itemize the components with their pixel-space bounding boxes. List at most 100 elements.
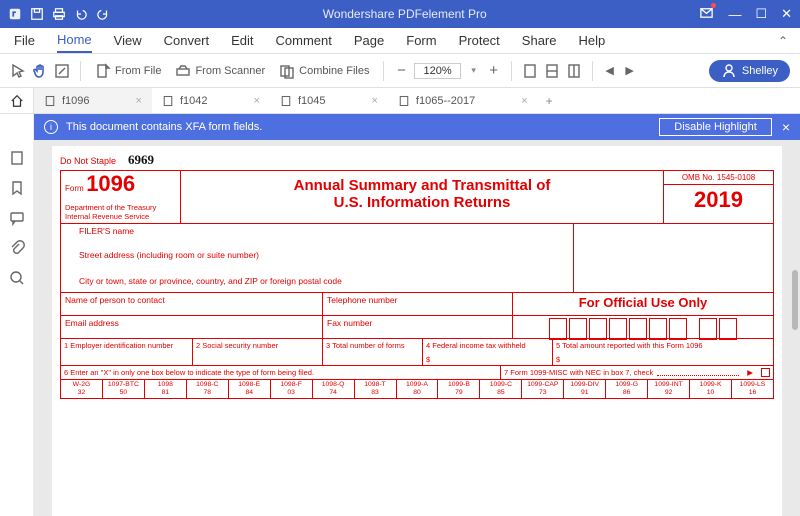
box-6-label: 6 Enter an "X" in only one box below to … bbox=[61, 366, 501, 379]
close-button[interactable]: ✕ bbox=[781, 6, 792, 22]
minimize-button[interactable]: — bbox=[728, 7, 741, 22]
attachments-icon[interactable] bbox=[9, 240, 25, 256]
menu-bar: File Home View Convert Edit Comment Page… bbox=[0, 28, 800, 54]
box-2-label: 2 Social security number bbox=[193, 339, 323, 365]
collapse-ribbon-icon[interactable]: ⌃ bbox=[778, 34, 788, 48]
phone-label: Telephone number bbox=[323, 293, 513, 315]
form-codes-row: W-2G321097-BTC501098811098-C781098-E8410… bbox=[61, 380, 773, 398]
street-label: Street address (including room or suite … bbox=[79, 250, 563, 260]
omb-number: OMB No. 1545-0108 bbox=[664, 171, 773, 185]
menu-share[interactable]: Share bbox=[522, 29, 557, 52]
form-1096-page: Do Not Staple6969 Form 1096 Department o… bbox=[52, 146, 782, 516]
user-pill[interactable]: Shelley bbox=[709, 60, 790, 82]
official-use-label: For Official Use Only bbox=[513, 293, 773, 310]
form-code-cell: 1098-F03 bbox=[271, 380, 313, 398]
print-icon[interactable] bbox=[52, 7, 66, 21]
quick-access bbox=[8, 7, 110, 21]
maximize-button[interactable]: ☐ bbox=[755, 6, 767, 22]
close-tab-icon[interactable]: × bbox=[254, 95, 260, 107]
prev-arrow-icon[interactable]: ◀ bbox=[603, 64, 617, 77]
menu-home[interactable]: Home bbox=[57, 28, 92, 53]
form-code-cell: 1098-Q74 bbox=[313, 380, 355, 398]
menu-form[interactable]: Form bbox=[406, 29, 436, 52]
menu-file[interactable]: File bbox=[14, 29, 35, 52]
menu-view[interactable]: View bbox=[114, 29, 142, 52]
app-title: Wondershare PDFelement Pro bbox=[110, 7, 699, 21]
undo-icon[interactable] bbox=[74, 7, 88, 21]
close-tab-icon[interactable]: × bbox=[521, 95, 527, 107]
handwritten-number: 6969 bbox=[128, 152, 154, 168]
window-controls: — ☐ ✕ bbox=[699, 5, 792, 23]
tab-strip-row: f1096× f1042× f1045× f1065--2017× + bbox=[0, 88, 800, 114]
box-7: 7 Form 1099-MISC with NEC in box 7, chec… bbox=[501, 366, 773, 379]
actual-size-icon[interactable] bbox=[566, 63, 582, 79]
form-code-cell: 109881 bbox=[145, 380, 187, 398]
thumbnails-icon[interactable] bbox=[9, 150, 25, 166]
info-icon: i bbox=[44, 120, 58, 134]
document-viewport[interactable]: Do Not Staple6969 Form 1096 Department o… bbox=[34, 140, 800, 516]
zoom-dropdown-icon[interactable]: ▾ bbox=[467, 65, 481, 76]
close-tab-icon[interactable]: × bbox=[136, 95, 142, 107]
menu-comment[interactable]: Comment bbox=[276, 29, 332, 52]
hand-tool-icon[interactable] bbox=[32, 63, 48, 79]
select-tool-icon[interactable] bbox=[10, 63, 26, 79]
tab-f1065[interactable]: f1065--2017× bbox=[388, 88, 538, 113]
form-code-cell: 1098-E84 bbox=[229, 380, 271, 398]
disable-highlight-button[interactable]: Disable Highlight bbox=[659, 118, 772, 136]
box-1-label: 1 Employer identification number bbox=[61, 339, 193, 365]
comments-icon[interactable] bbox=[9, 210, 25, 226]
search-panel-icon[interactable] bbox=[9, 270, 25, 286]
home-tab-icon[interactable] bbox=[0, 88, 34, 113]
redo-icon[interactable] bbox=[96, 7, 110, 21]
user-icon bbox=[721, 63, 737, 79]
form-code-cell: 1098-T83 bbox=[355, 380, 397, 398]
form-code-cell: 1099-LS16 bbox=[732, 380, 773, 398]
edit-tool-icon[interactable] bbox=[54, 63, 70, 79]
close-notification-icon[interactable]: × bbox=[782, 119, 790, 135]
next-arrow-icon[interactable]: ▶ bbox=[623, 64, 637, 77]
save-icon[interactable] bbox=[30, 7, 44, 21]
zoom-out-button[interactable]: − bbox=[394, 62, 408, 79]
box-7-checkbox[interactable] bbox=[761, 368, 770, 377]
zoom-value[interactable]: 120% bbox=[414, 63, 460, 79]
menu-protect[interactable]: Protect bbox=[459, 29, 500, 52]
menu-edit[interactable]: Edit bbox=[231, 29, 253, 52]
close-tab-icon[interactable]: × bbox=[371, 95, 377, 107]
zoom-in-button[interactable]: + bbox=[487, 62, 501, 79]
form-code-cell: 1099-B79 bbox=[438, 380, 480, 398]
from-scanner-button[interactable]: From Scanner bbox=[171, 61, 269, 81]
menu-help[interactable]: Help bbox=[579, 29, 606, 52]
tab-f1096[interactable]: f1096× bbox=[34, 88, 152, 113]
combine-files-button[interactable]: Combine Files bbox=[275, 61, 373, 81]
tab-f1042[interactable]: f1042× bbox=[152, 88, 270, 113]
form-code-cell: 1098-C78 bbox=[187, 380, 229, 398]
fit-page-icon[interactable] bbox=[544, 63, 560, 79]
city-label: City or town, state or province, country… bbox=[79, 276, 563, 286]
form-code-cell: 1099-DIV91 bbox=[564, 380, 606, 398]
notifications-icon[interactable] bbox=[699, 5, 714, 23]
form-code-cell: 1099-C85 bbox=[480, 380, 522, 398]
form-title-1: Annual Summary and Transmittal of bbox=[185, 177, 659, 194]
app-logo-icon bbox=[8, 7, 22, 21]
from-file-button[interactable]: From File bbox=[91, 61, 165, 81]
form-code-cell: 1099-A80 bbox=[397, 380, 439, 398]
menu-convert[interactable]: Convert bbox=[164, 29, 210, 52]
scrollbar-thumb[interactable] bbox=[792, 270, 798, 330]
form-code-cell: 1099-G86 bbox=[606, 380, 648, 398]
add-tab-button[interactable]: + bbox=[538, 94, 561, 108]
bookmarks-icon[interactable] bbox=[9, 180, 25, 196]
toolbar: From File From Scanner Combine Files − 1… bbox=[0, 54, 800, 88]
box-3-label: 3 Total number of forms bbox=[323, 339, 423, 365]
notification-text: This document contains XFA form fields. bbox=[66, 121, 262, 133]
form-number: 1096 bbox=[86, 171, 135, 196]
main-area: Do Not Staple6969 Form 1096 Department o… bbox=[0, 140, 800, 516]
form-code-cell: 1097-BTC50 bbox=[103, 380, 145, 398]
form-code-cell: 1099-K10 bbox=[690, 380, 732, 398]
tab-f1045[interactable]: f1045× bbox=[270, 88, 388, 113]
form-code-cell: 1099-INT92 bbox=[648, 380, 690, 398]
form-year: 2019 bbox=[664, 185, 773, 215]
fit-width-icon[interactable] bbox=[522, 63, 538, 79]
menu-page[interactable]: Page bbox=[354, 29, 384, 52]
contact-label: Name of person to contact bbox=[61, 293, 323, 315]
box-4: 4 Federal income tax withheld$ bbox=[423, 339, 553, 365]
